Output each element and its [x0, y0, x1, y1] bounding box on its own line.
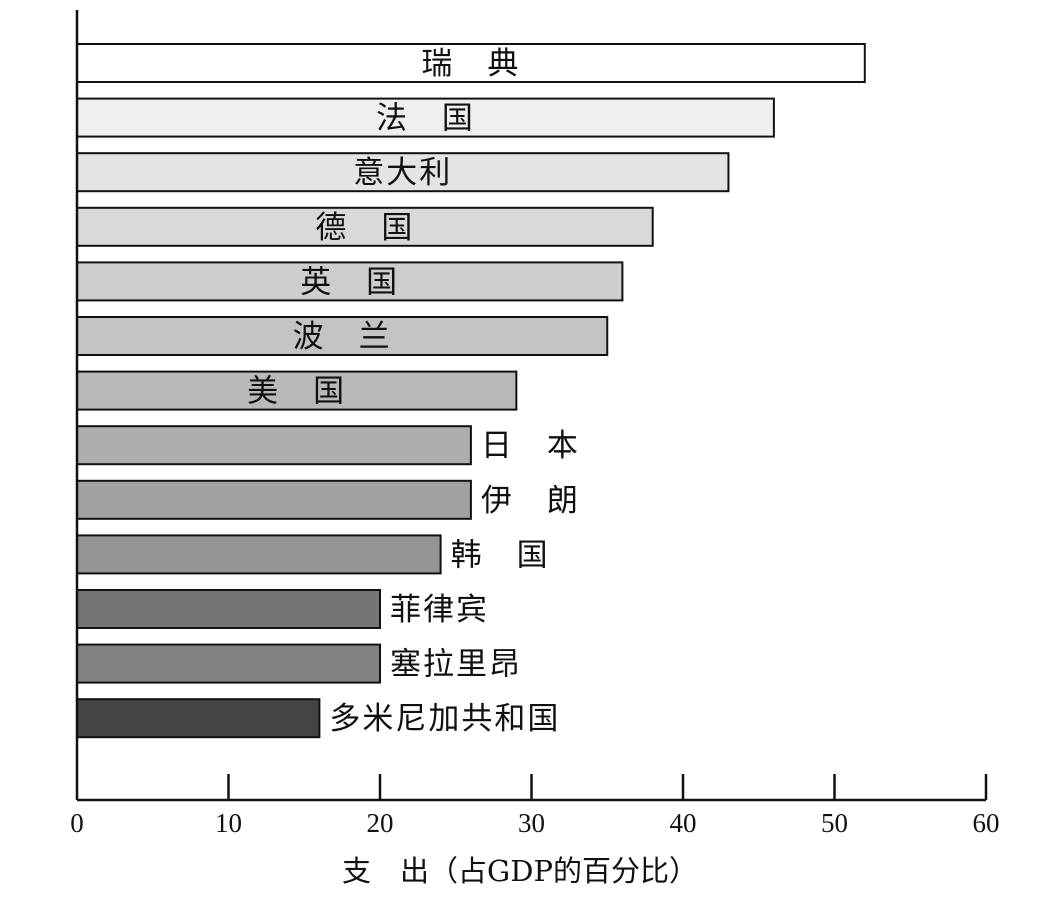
bar-3: [76, 206, 654, 247]
bar-6: [76, 370, 518, 411]
bar-4: [76, 261, 624, 302]
x-tick-label-1: 10: [215, 808, 242, 838]
bar-7: [76, 425, 472, 466]
bar-label-7: 日 本: [481, 428, 580, 464]
x-tick-label-6: 60: [973, 808, 1000, 838]
bar-label-12: 多米尼加共和国: [329, 701, 560, 737]
bar-1: [76, 97, 775, 138]
bar-2: [76, 152, 730, 193]
x-tick-label-0: 0: [70, 808, 84, 838]
bar-12: [76, 698, 321, 739]
bar-label-5: 波 兰: [293, 319, 392, 355]
bar-10: [76, 589, 381, 629]
bar-label-10: 菲律宾: [390, 592, 489, 628]
x-ticks-layer: 0 10 20 30 40 50 60: [70, 774, 1000, 838]
bar-label-2: 意大利: [353, 155, 452, 191]
bar-label-6: 美 国: [247, 374, 346, 410]
bar-label-0: 瑞 典: [421, 46, 520, 82]
bar-label-9: 韩 国: [451, 537, 550, 573]
bar-label-11: 塞拉里昂: [390, 647, 522, 683]
bar-label-8: 伊 朗: [481, 483, 580, 519]
x-tick-label-3: 30: [518, 808, 545, 838]
x-tick-label-2: 20: [367, 808, 394, 838]
bar-label-3: 德 国: [315, 210, 414, 246]
bar-11: [76, 643, 381, 684]
x-tick-label-4: 40: [670, 808, 697, 838]
x-axis-title: 支 出（占GDP的百分比）: [342, 854, 698, 888]
bar-9: [76, 534, 442, 575]
bar-label-1: 法 国: [376, 101, 475, 137]
x-tick-label-5: 50: [821, 808, 848, 838]
bar-label-4: 英 国: [300, 264, 399, 300]
bar-8: [76, 479, 472, 520]
